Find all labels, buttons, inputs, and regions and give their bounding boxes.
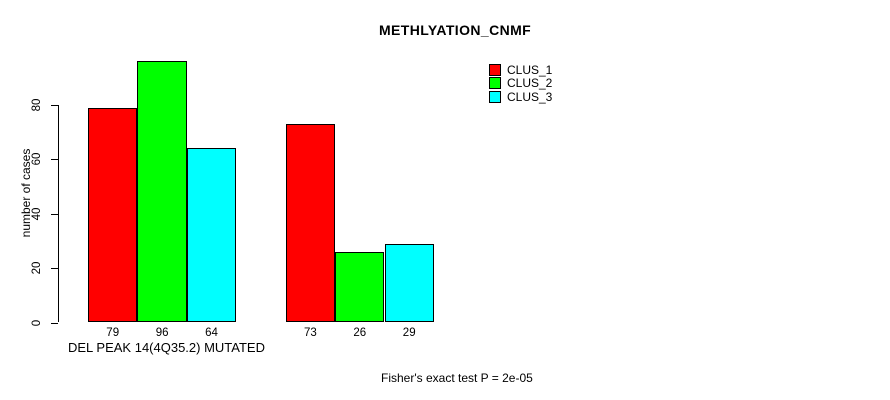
y-axis-tick <box>51 213 58 215</box>
y-axis-tick-label: 80 <box>31 98 43 112</box>
x-axis-label: DEL PEAK 14(4Q35.2) MUTATED <box>68 340 265 355</box>
bar-clus_1-group1 <box>88 107 138 323</box>
bar-clus_2-group1 <box>137 61 187 323</box>
y-axis-line <box>58 104 59 323</box>
chart-title: METHLYATION_CNMF <box>379 22 532 38</box>
y-axis-tick-label: 40 <box>31 207 43 221</box>
bar-value-label: 29 <box>402 327 416 339</box>
legend-label: CLUS_3 <box>507 89 553 104</box>
bar-value-label: 73 <box>303 327 317 339</box>
bar-clus_2-group2 <box>335 251 385 323</box>
bar-clus_1-group2 <box>285 123 336 323</box>
bar-value-label: 64 <box>205 327 218 339</box>
bar-value-label: 26 <box>353 327 367 339</box>
bar-clus_3-group2 <box>384 243 434 323</box>
y-axis-tick <box>51 104 58 106</box>
legend-label: CLUS_2 <box>507 76 553 91</box>
legend-row: CLUS_2 <box>489 76 553 91</box>
bar-value-label: 79 <box>106 327 120 339</box>
legend-swatch-icon <box>489 90 501 103</box>
y-axis-tick <box>51 268 58 270</box>
y-axis-tick <box>51 322 58 324</box>
y-axis-tick-label: 20 <box>31 261 43 275</box>
y-axis-tick-label: 0 <box>31 319 43 326</box>
y-axis-tick-label: 60 <box>31 152 43 166</box>
footer-stat-text: Fisher's exact test P = 2e-05 <box>381 371 533 385</box>
y-axis-tick <box>51 159 58 161</box>
bar-value-label: 96 <box>155 327 169 339</box>
legend-row: CLUS_3 <box>489 89 553 104</box>
bar-clus_3-group1 <box>186 148 237 323</box>
legend-swatch-icon <box>489 77 501 90</box>
legend-swatch-icon <box>489 64 501 77</box>
legend-row: CLUS_1 <box>489 63 553 78</box>
legend-label: CLUS_1 <box>507 63 553 78</box>
legend: CLUS_1 CLUS_2 CLUS_3 <box>489 64 552 104</box>
